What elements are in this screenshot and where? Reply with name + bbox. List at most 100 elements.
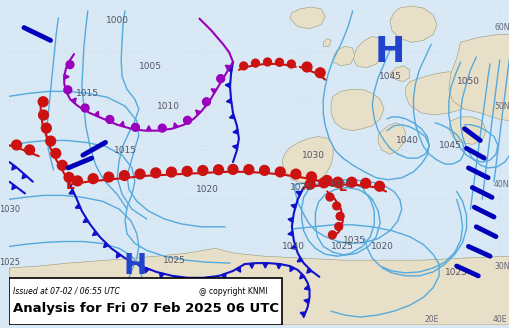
Circle shape [328,231,335,239]
Circle shape [243,165,253,174]
Circle shape [72,176,82,186]
Circle shape [58,160,67,170]
Text: Analysis for Fri 07 Feb 2025 06 UTC: Analysis for Fri 07 Feb 2025 06 UTC [13,302,278,315]
Polygon shape [323,38,330,46]
Circle shape [202,98,210,106]
Circle shape [325,193,333,201]
Circle shape [88,174,98,184]
Text: 1000: 1000 [105,16,128,25]
Polygon shape [173,123,178,128]
Text: 1025: 1025 [162,256,185,265]
Circle shape [106,115,114,123]
Circle shape [360,178,370,188]
Polygon shape [389,66,409,82]
Circle shape [119,171,129,180]
Polygon shape [83,218,89,222]
Text: H: H [123,252,146,280]
Circle shape [332,177,342,187]
Text: 1040: 1040 [395,136,418,145]
Polygon shape [145,268,149,273]
Circle shape [259,165,269,175]
Text: 30N: 30N [493,261,508,271]
Circle shape [301,62,312,72]
Polygon shape [69,190,74,194]
Polygon shape [130,261,134,266]
Circle shape [332,202,340,210]
Text: 1045: 1045 [378,72,401,81]
Circle shape [334,223,342,231]
Circle shape [39,110,48,120]
Text: L: L [338,181,346,194]
Text: Issued at 07-02 / 06:55 UTC: Issued at 07-02 / 06:55 UTC [13,287,120,296]
Polygon shape [225,83,230,88]
Text: 1030: 1030 [301,151,324,160]
Polygon shape [262,263,267,268]
Polygon shape [276,264,281,269]
Text: 1020: 1020 [195,185,218,194]
Circle shape [51,149,61,158]
Circle shape [135,169,145,179]
Circle shape [315,68,324,78]
Text: 1045: 1045 [439,141,461,150]
Text: 1030: 1030 [282,242,305,251]
Polygon shape [75,204,80,208]
Circle shape [275,58,283,66]
Text: 40N: 40N [493,180,508,189]
Polygon shape [288,217,293,222]
Text: 1015: 1015 [114,146,136,155]
Text: H: H [374,35,404,69]
Circle shape [64,173,74,182]
Circle shape [166,167,176,177]
Polygon shape [288,231,293,236]
Circle shape [263,58,271,66]
Polygon shape [9,248,508,325]
Polygon shape [159,273,164,278]
Polygon shape [195,110,201,115]
Polygon shape [233,129,238,134]
Polygon shape [281,136,332,184]
Circle shape [374,181,384,191]
Text: 1025: 1025 [0,257,20,267]
Polygon shape [225,65,230,70]
Circle shape [335,212,344,220]
Polygon shape [448,34,508,121]
Polygon shape [299,274,304,279]
Polygon shape [378,123,405,154]
Polygon shape [291,204,296,209]
Text: 60N: 60N [493,23,508,32]
Polygon shape [332,46,354,66]
Polygon shape [291,244,296,249]
Polygon shape [306,268,312,273]
Circle shape [239,62,247,70]
Polygon shape [12,165,17,170]
Circle shape [81,104,89,112]
Polygon shape [300,312,305,317]
Text: 1025: 1025 [331,242,354,251]
Polygon shape [22,174,27,179]
Polygon shape [226,98,231,103]
Circle shape [24,145,35,155]
Polygon shape [297,257,302,262]
Text: @ copyright KNMI: @ copyright KNMI [199,287,267,296]
Polygon shape [289,7,325,29]
Polygon shape [175,276,179,281]
Polygon shape [64,74,69,79]
Text: 1050: 1050 [456,77,479,86]
Text: L: L [66,177,74,192]
Text: 1030: 1030 [0,205,20,214]
Polygon shape [116,253,121,258]
Polygon shape [304,285,309,290]
Polygon shape [227,67,232,72]
Polygon shape [448,117,485,144]
Text: 1035: 1035 [343,236,365,245]
Circle shape [322,175,331,185]
FancyBboxPatch shape [9,278,281,325]
Circle shape [183,116,191,124]
Circle shape [216,75,224,83]
Circle shape [213,165,223,174]
Circle shape [12,140,21,150]
Polygon shape [232,145,237,150]
Text: 1010: 1010 [156,102,179,111]
Polygon shape [229,114,234,119]
Circle shape [251,59,259,67]
